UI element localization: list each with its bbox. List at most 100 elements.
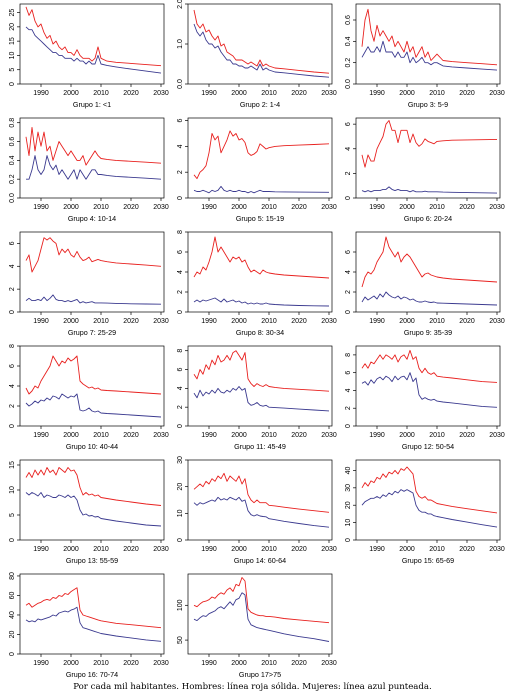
series-line-mujeres (193, 297, 330, 307)
x-tick-label: 2020 (459, 204, 475, 211)
y-tick-label: 1.0 (177, 39, 184, 49)
x-tick-label: 2020 (123, 546, 139, 553)
series-line-hombres (193, 236, 330, 279)
y-tick-label: 10 (9, 486, 16, 494)
series-line-mujeres (361, 372, 498, 408)
series-line-mujeres (193, 496, 330, 528)
x-tick-label: 2020 (291, 432, 307, 439)
x-tick-label: 2000 (63, 318, 79, 325)
series-line-mujeres (361, 40, 498, 71)
plot-frame (187, 459, 333, 541)
x-tick-label: 2010 (261, 90, 277, 97)
panel-title: Grupo 1: <1 (73, 100, 111, 109)
x-tick-label: 1990 (201, 660, 217, 667)
series-line-mujeres (25, 393, 162, 418)
y-tick-label: 0 (9, 652, 16, 656)
series-line-mujeres (25, 26, 162, 74)
x-tick-label: 2020 (123, 204, 139, 211)
panel-title: Grupo 4: 10-14 (68, 214, 116, 223)
y-tick-label: 0 (345, 538, 352, 542)
panel-2: 1990 2000 2010 2020 2030 0.0 1.0 2.0 Grupo 2: 1-… (177, 0, 337, 109)
x-tick-label: 2000 (231, 432, 247, 439)
x-tick-label: 1990 (369, 546, 385, 553)
y-tick-label: 4 (345, 388, 352, 392)
x-tick-label: 1990 (201, 546, 217, 553)
y-tick-label: 20 (9, 630, 16, 638)
x-tick-label: 1990 (201, 432, 217, 439)
series-line-hombres (25, 237, 162, 273)
x-tick-label: 2030 (321, 660, 337, 667)
plot-frame (19, 231, 165, 313)
x-tick-label: 2010 (93, 432, 109, 439)
plot-frame (187, 573, 333, 655)
x-tick-label: 2010 (429, 90, 445, 97)
series-line-hombres (193, 130, 330, 180)
x-tick-label: 2010 (429, 546, 445, 553)
x-tick-label: 2020 (459, 90, 475, 97)
series-line-mujeres (193, 185, 330, 194)
series-line-hombres (361, 120, 498, 168)
x-tick-label: 2030 (153, 318, 169, 325)
x-tick-label: 1990 (33, 546, 49, 553)
y-tick-label: 6 (177, 367, 184, 371)
y-tick-label: 4 (345, 147, 352, 151)
panel-title: Grupo 2: 1-4 (240, 100, 280, 109)
panel-title: Grupo 5: 15-19 (236, 214, 284, 223)
x-tick-label: 2030 (153, 204, 169, 211)
series-line-hombres (25, 6, 162, 67)
x-tick-label: 1990 (201, 318, 217, 325)
y-tick-label: 4 (177, 144, 184, 148)
x-tick-label: 2010 (261, 318, 277, 325)
x-tick-label: 1990 (33, 318, 49, 325)
x-tick-label: 2000 (231, 546, 247, 553)
x-tick-label: 2030 (489, 546, 505, 553)
panel-16: 1990 2000 2010 2020 2030 0 20 40 60 80 Grupo 16: 7… (9, 572, 169, 679)
x-tick-label: 2030 (153, 660, 169, 667)
y-tick-label: 100 (177, 599, 184, 611)
y-tick-label: 60 (9, 591, 16, 599)
x-tick-label: 2030 (321, 204, 337, 211)
x-tick-label: 2000 (63, 432, 79, 439)
y-tick-label: 4 (9, 264, 16, 268)
y-tick-label: 15 (9, 461, 16, 469)
x-tick-label: 2020 (291, 90, 307, 97)
plot-frame (19, 117, 165, 199)
panel-9: 1990 2000 2010 2020 2030 0 2 4 6 Grupo 9: 35-39 (345, 231, 505, 337)
figure-caption: Por cada mil habitantes. Hombres: línea … (73, 682, 432, 692)
series-line-mujeres (193, 592, 330, 642)
x-tick-label: 2020 (459, 318, 475, 325)
panel-title: Grupo 16: 70-74 (66, 670, 118, 679)
y-tick-label: 0 (9, 538, 16, 542)
x-tick-label: 2010 (93, 318, 109, 325)
plot-frame (187, 345, 333, 427)
x-tick-label: 1990 (33, 432, 49, 439)
panel-7: 1990 2000 2010 2020 2030 0 2 4 6 Grupo 7: 25-29 (9, 231, 169, 337)
x-tick-label: 1990 (369, 318, 385, 325)
y-tick-label: 2 (177, 290, 184, 294)
y-tick-label: 0.6 (345, 15, 352, 25)
x-tick-label: 2030 (321, 90, 337, 97)
series-line-mujeres (193, 386, 330, 412)
y-tick-label: 6 (9, 241, 16, 245)
plot-frame (355, 231, 501, 313)
series-line-hombres (361, 236, 498, 288)
series-line-hombres (193, 350, 330, 392)
panel-title: Grupo 15: 65-69 (402, 556, 454, 565)
series-line-hombres (193, 472, 330, 513)
x-tick-label: 2030 (489, 90, 505, 97)
y-tick-label: 6 (177, 250, 184, 254)
x-tick-label: 2030 (153, 432, 169, 439)
x-tick-label: 2000 (399, 432, 415, 439)
panel-4: 1990 2000 2010 2020 2030 0.0 0.2 0.4 0.6 0.8 Grupo… (9, 117, 169, 223)
y-tick-label: 5 (9, 513, 16, 517)
y-tick-label: 0 (177, 424, 184, 428)
x-tick-label: 2010 (93, 90, 109, 97)
x-tick-label: 1990 (369, 432, 385, 439)
x-tick-label: 2030 (321, 318, 337, 325)
x-tick-label: 2000 (399, 90, 415, 97)
x-tick-label: 2010 (261, 204, 277, 211)
y-tick-label: 4 (9, 384, 16, 388)
y-tick-label: 15 (9, 37, 16, 45)
panel-1: 1990 2000 2010 2020 2030 0 5 10 15 20 25 Grupo 1: <… (9, 3, 169, 109)
